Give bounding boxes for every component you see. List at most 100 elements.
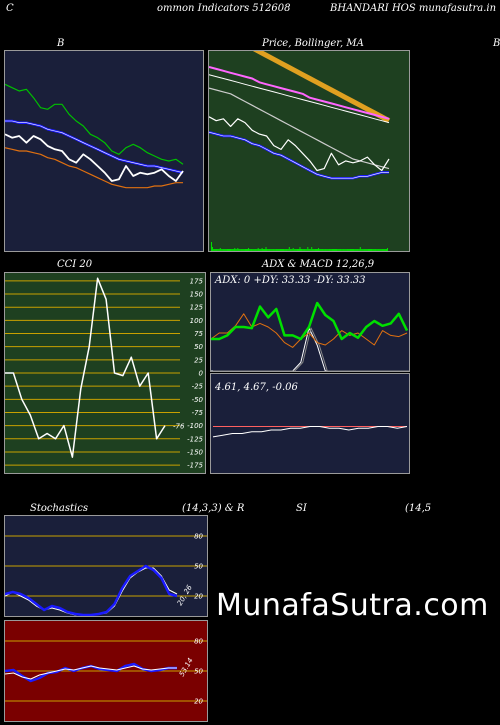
volume-bar [373,249,375,251]
volume-bar [314,249,316,251]
volume-bar [224,249,226,251]
cci-tick-label: 50 [194,343,203,351]
volume-bar [336,249,338,251]
volume-bar [369,249,371,251]
stoch-value-label: 20, 26 [176,583,194,607]
cci-label: CCI 20 [57,259,93,270]
right-edge-label: B [493,38,500,49]
rsi-panel: 80 50 20 53.14 [4,620,208,722]
volume-bar [325,249,327,251]
volume-bar [289,249,291,251]
volume-bar [294,249,296,251]
volume-bar [213,249,215,251]
volume-bar [371,249,373,251]
header-left-letter: C [6,3,14,14]
volume-bar [228,249,230,251]
rsi-params: (14,5 [405,503,432,514]
cci-tick-label: 125 [190,304,204,312]
cci-tick-label: 25 [194,356,203,364]
brand-watermark: MunafaSutra.com [216,588,489,623]
volume-bar [367,249,369,251]
volume-bar [359,247,361,251]
ma-white-line [209,74,390,124]
volume-bar [220,249,222,251]
volume-bar [268,249,270,251]
bollinger-chart [5,83,184,189]
cci-tick-label: 175 [190,277,204,285]
ma-pink-line [209,66,390,120]
volume-bar [219,248,221,251]
volume-bar [245,249,246,251]
adx-chart [211,301,409,371]
header-right: BHANDARI HOS munafasutra.in [330,3,497,14]
ma-blue-line [209,130,389,180]
volume-bar [343,249,345,251]
volume-bar [304,249,306,251]
volume-bar [270,249,272,251]
volume-bar [322,249,324,251]
volume-bar [333,249,335,251]
volume-bar [265,247,267,251]
volume-bar [357,249,359,251]
volume-bar [376,249,378,251]
volume-bar [318,249,320,251]
volume-bar [278,249,280,251]
cci-tick-label: 150 [190,291,204,299]
volume-bar [307,247,309,251]
bollinger-label: B [57,38,65,49]
volume-bar [328,249,330,251]
stoch-tick-label: 50 [194,563,203,571]
volume-bar [295,249,297,251]
volume-bar [255,249,257,251]
cci-line [5,277,166,458]
volume-bar [303,249,305,251]
volume-bar [358,249,360,251]
volume-bar [263,249,265,251]
volume-bar [277,249,279,251]
volume-bar [221,249,223,251]
volume-bar [348,249,350,251]
volume-bar [385,249,387,251]
volume-bar [329,249,331,251]
volume-bar [211,242,212,251]
volume-bar [250,249,252,251]
volume-bar [337,249,339,251]
volume-bar [305,249,307,251]
volume-bar [251,249,253,251]
stochastics-params: (14,3,3) & R [182,503,245,514]
volume-bar [232,249,234,251]
volume-bar [212,247,213,251]
cci-tick-label: -125 [187,435,203,443]
volume-bar [320,249,322,251]
volume-bar [334,249,336,251]
volume-bar [243,249,245,251]
volume-bar [222,249,224,251]
volume-bar [241,249,243,251]
volume-bar [335,249,337,251]
volume-bar [326,249,328,251]
macd-values: 4.61, 4.67, -0.06 [215,382,298,393]
volume-bar [363,249,365,251]
volume-bar [252,249,254,251]
volume-bar [347,249,349,251]
volume-bar [345,249,347,251]
volume-bar [214,249,216,251]
volume-bar [216,249,218,251]
bb-price-line [5,133,184,182]
volume-bar [319,249,321,251]
header-title: ommon Indicators 512608 [157,3,291,14]
volume-bar [256,249,258,251]
volume-bar [288,247,290,251]
bb-middle-highlight [5,120,184,173]
macd-chart [212,426,408,438]
volume-bar [383,249,385,251]
volume-bar [321,249,323,251]
volume-bar [291,249,293,251]
rsi-tick-label: 50 [194,668,203,676]
cci-tick-label: -150 [187,448,203,456]
volume-bar [217,249,219,251]
volume-bar [281,249,282,251]
volume-bar [276,249,278,251]
volume-bar [212,249,214,251]
volume-bar [269,249,271,251]
